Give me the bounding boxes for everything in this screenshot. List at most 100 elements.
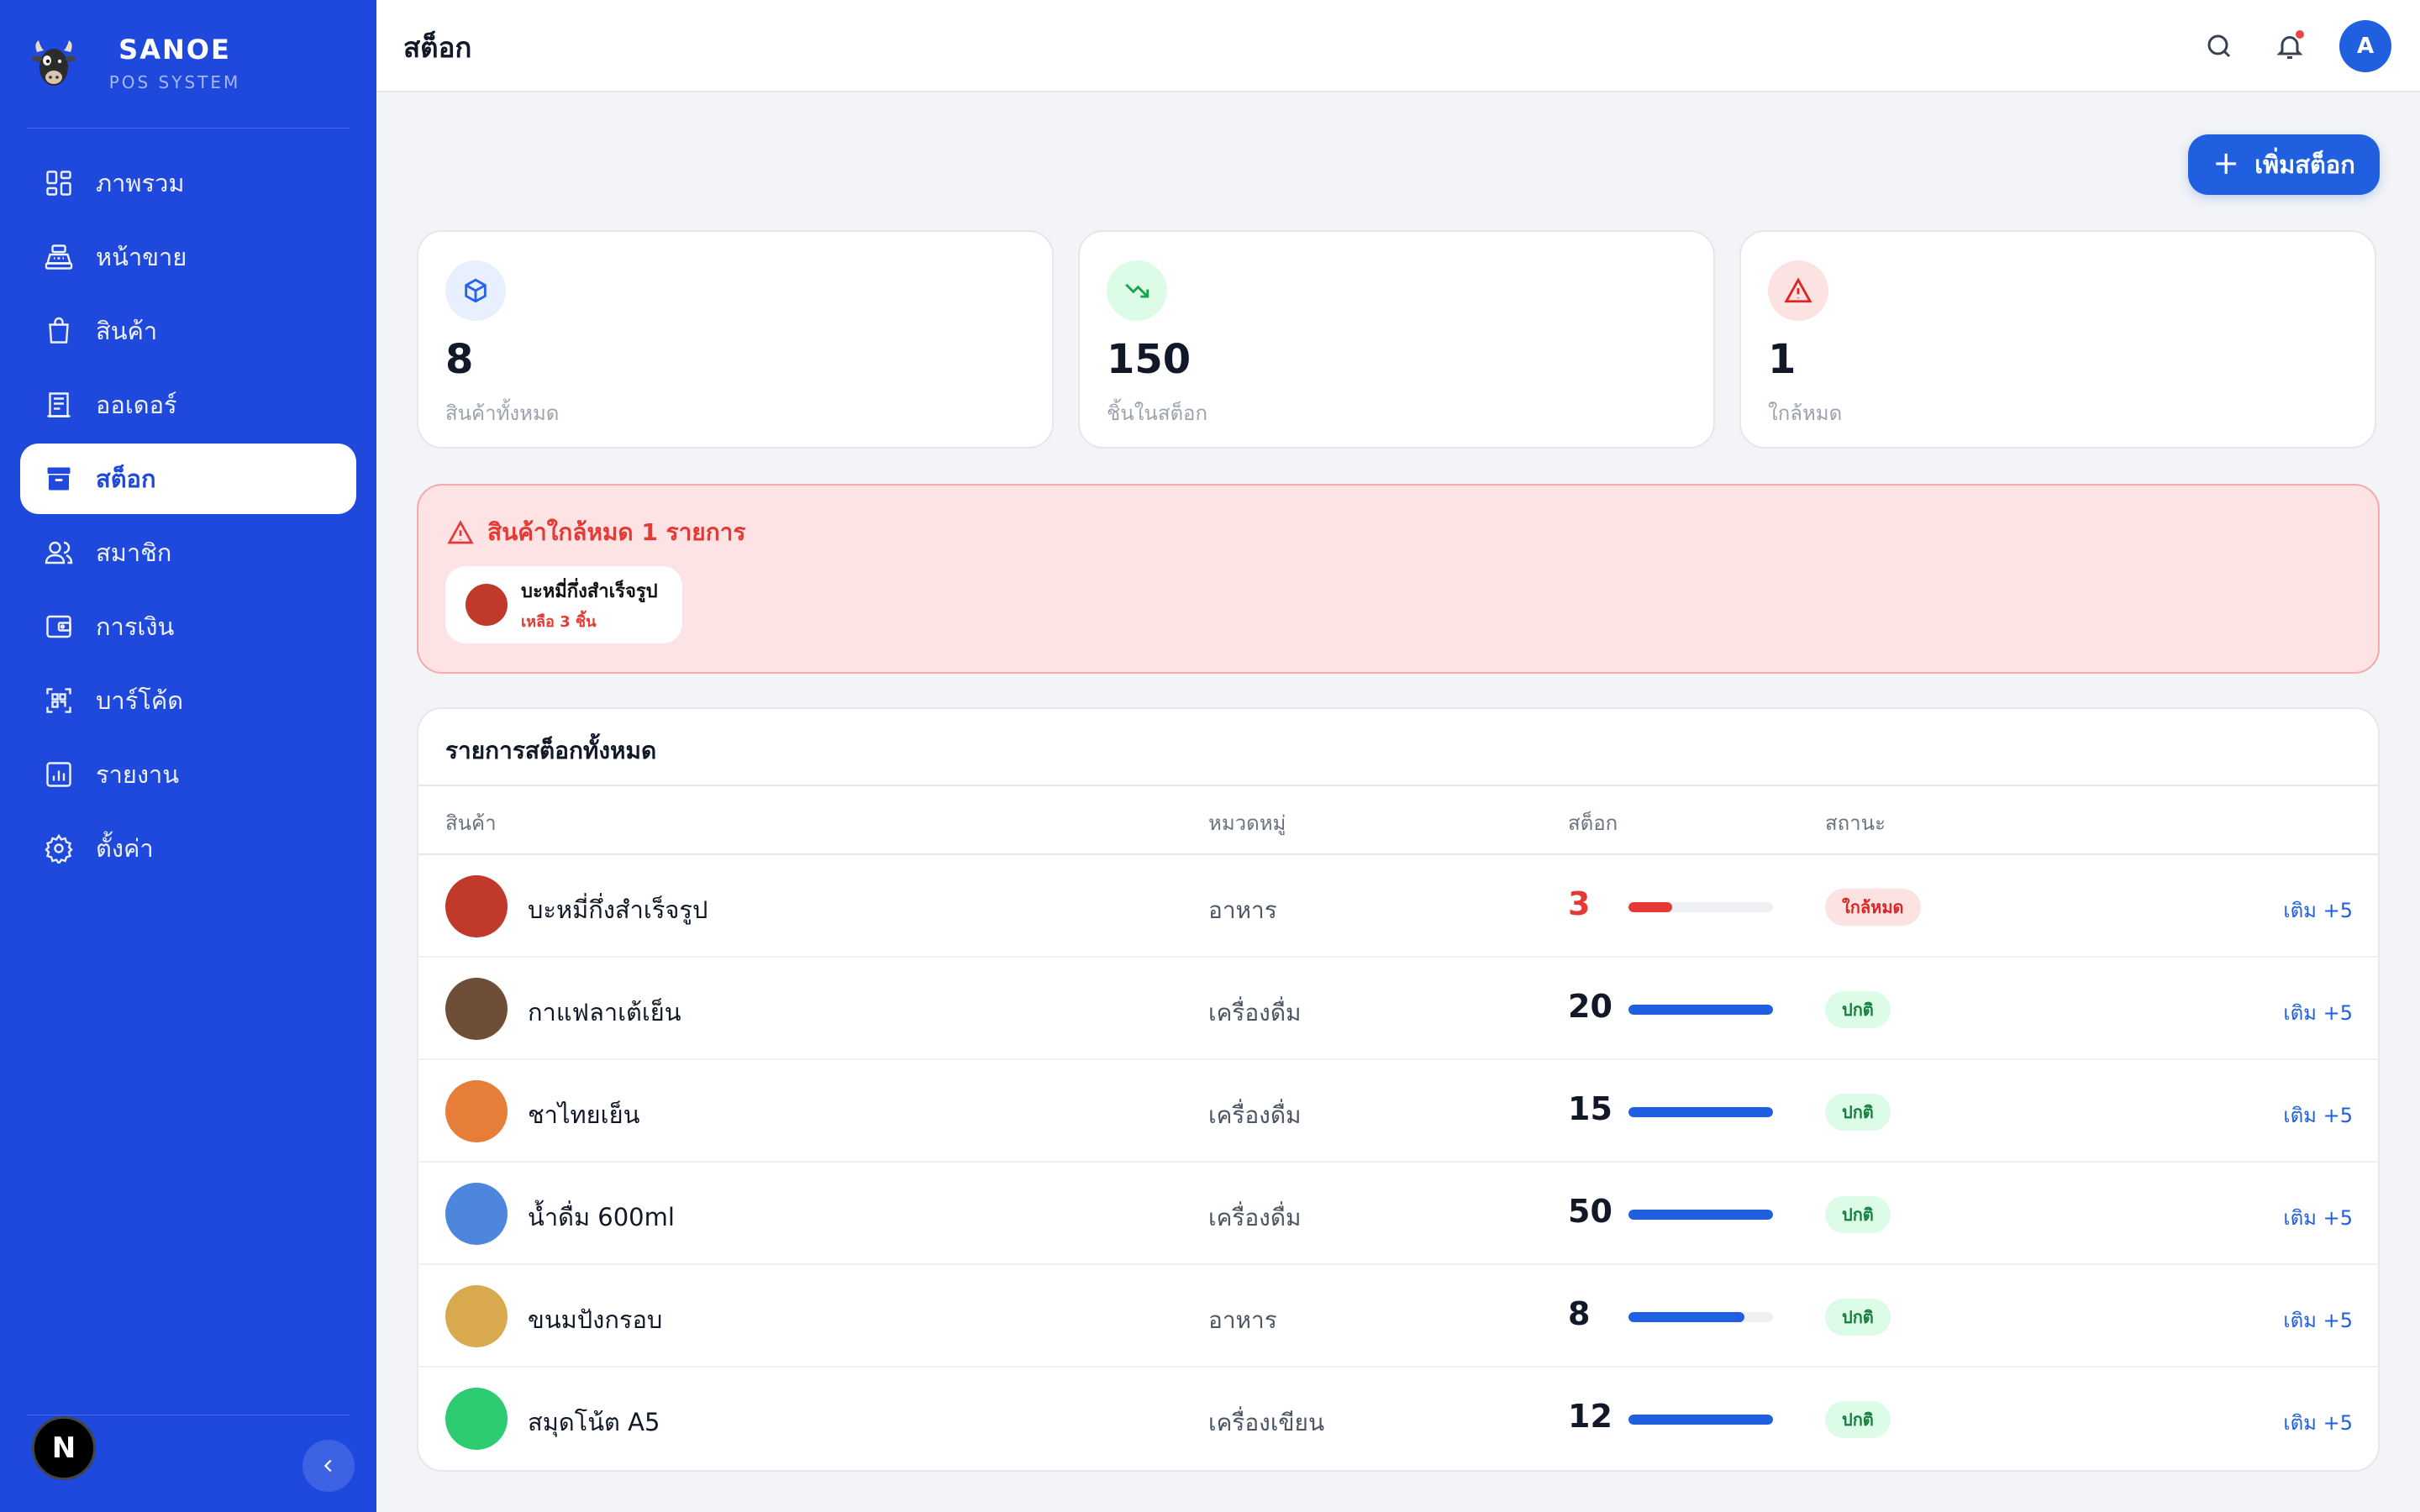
search-icon bbox=[2207, 34, 2231, 58]
search-button[interactable] bbox=[2202, 29, 2237, 64]
product-name: ขนมปังกรอบ bbox=[528, 1305, 663, 1334]
table-row: สมุดโน้ต A5 เครื่องเขียน 12 ปกติ เติม +5 bbox=[418, 1368, 2378, 1470]
product-color-dot bbox=[445, 875, 508, 937]
divider bbox=[27, 128, 350, 129]
add-stock-button[interactable]: + เพิ่มสต็อก bbox=[2188, 134, 2380, 195]
column-header-stock: สต็อก bbox=[1568, 811, 1618, 835]
stock-level-bar bbox=[1628, 1415, 1773, 1425]
column-header-category: หมวดหมู่ bbox=[1208, 811, 1286, 835]
cash-register-icon bbox=[42, 240, 76, 274]
sidebar-item-label: สมาชิก bbox=[96, 538, 172, 567]
product-category: อาหาร bbox=[1208, 1306, 1277, 1334]
sidebar-item-overview[interactable]: ภาพรวม bbox=[20, 148, 356, 218]
sidebar-item-label: รายงาน bbox=[96, 760, 180, 789]
product-color-dot bbox=[445, 1183, 508, 1245]
stock-quantity: 12 bbox=[1568, 1398, 1612, 1435]
product-category: เครื่องดื่ม bbox=[1208, 1101, 1302, 1129]
table-title: รายการสต็อกทั้งหมด bbox=[445, 737, 657, 764]
stock-level-bar bbox=[1628, 1005, 1773, 1015]
table-row: บะหมี่กึ่งสำเร็จรูป อาหาร 3 ใกล้หมด เติม +5 bbox=[418, 855, 2378, 958]
sidebar-item-label: สต็อก bbox=[96, 465, 156, 493]
sidebar-nav: ภาพรวม หน้าขาย สินค้า ออเดอร์ สต็อก bbox=[20, 148, 356, 887]
warning-icon bbox=[447, 520, 474, 544]
product-name: สมุดโน้ต A5 bbox=[528, 1408, 660, 1436]
sidebar-item-stock[interactable]: สต็อก bbox=[20, 444, 356, 514]
restock-button[interactable]: เติม +5 bbox=[2283, 1104, 2353, 1127]
product-name: ชาไทยเย็น bbox=[528, 1100, 640, 1129]
gear-icon bbox=[42, 832, 76, 865]
stat-card-low-stock: 1 ใกล้หมด bbox=[1739, 230, 2376, 449]
sidebar-item-settings[interactable]: ตั้งค่า bbox=[20, 813, 356, 884]
stock-level-fill bbox=[1628, 1312, 1744, 1322]
table-row: กาแฟลาเต้เย็น เครื่องดื่ม 20 ปกติ เติม +5 bbox=[418, 958, 2378, 1060]
stat-label: สินค้าทั้งหมด bbox=[445, 402, 560, 425]
sidebar-item-pos[interactable]: หน้าขาย bbox=[20, 222, 356, 292]
framework-badge[interactable]: N bbox=[32, 1416, 96, 1480]
sidebar-item-label: ตั้งค่า bbox=[96, 834, 154, 863]
restock-button[interactable]: เติม +5 bbox=[2283, 1001, 2353, 1025]
status-badge: ปกติ bbox=[1825, 991, 1891, 1028]
stat-value: 1 bbox=[1768, 336, 1797, 383]
collapse-sidebar-button[interactable] bbox=[302, 1440, 355, 1492]
sidebar-item-label: บาร์โค้ด bbox=[96, 686, 184, 715]
column-header-product: สินค้า bbox=[445, 811, 497, 835]
avatar[interactable]: A bbox=[2339, 20, 2391, 72]
restock-button[interactable]: เติม +5 bbox=[2283, 1411, 2353, 1435]
stock-level-fill bbox=[1628, 1107, 1773, 1117]
status-badge: ปกติ bbox=[1825, 1299, 1891, 1336]
product-color-dot bbox=[445, 1388, 508, 1450]
users-icon bbox=[42, 536, 76, 570]
product-color-dot bbox=[445, 1080, 508, 1142]
warning-icon bbox=[1768, 260, 1828, 321]
stock-level-bar bbox=[1628, 1107, 1773, 1117]
restock-button[interactable]: เติม +5 bbox=[2283, 899, 2353, 922]
chevron-left-icon bbox=[324, 1459, 332, 1473]
table-row: ขนมปังกรอบ อาหาร 8 ปกติ เติม +5 bbox=[418, 1265, 2378, 1368]
sidebar-item-finance[interactable]: การเงิน bbox=[20, 591, 356, 662]
status-badge: ปกติ bbox=[1825, 1196, 1891, 1233]
product-name: กาแฟลาเต้เย็น bbox=[528, 998, 681, 1026]
sidebar-item-label: ภาพรวม bbox=[96, 169, 185, 197]
sidebar-item-label: หน้าขาย bbox=[96, 243, 187, 271]
column-header-status: สถานะ bbox=[1825, 811, 1886, 835]
trending-down-icon bbox=[1107, 260, 1167, 321]
stock-quantity: 15 bbox=[1568, 1090, 1612, 1127]
stat-value: 8 bbox=[445, 336, 474, 383]
stat-label: ใกล้หมด bbox=[1768, 402, 1843, 425]
alert-title-text: สินค้าใกล้หมด 1 รายการ bbox=[487, 518, 746, 546]
status-badge: ใกล้หมด bbox=[1825, 889, 1921, 926]
brand[interactable]: SANOE POS SYSTEM bbox=[30, 30, 350, 129]
qr-code-icon bbox=[42, 684, 76, 717]
top-header: สต็อก A bbox=[376, 0, 2420, 92]
notifications-button[interactable] bbox=[2272, 29, 2307, 64]
brand-subtitle: POS SYSTEM bbox=[108, 72, 241, 92]
shopping-bag-icon bbox=[42, 314, 76, 348]
package-icon bbox=[445, 260, 506, 321]
sidebar-item-barcode[interactable]: บาร์โค้ด bbox=[20, 665, 356, 736]
sidebar: SANOE POS SYSTEM ภาพรวม หน้าขาย สินค้า bbox=[0, 0, 376, 1512]
sidebar-item-products[interactable]: สินค้า bbox=[20, 296, 356, 366]
restock-button[interactable]: เติม +5 bbox=[2283, 1309, 2353, 1332]
stock-table-card: รายการสต็อกทั้งหมด สินค้า หมวดหมู่ สต็อก… bbox=[417, 707, 2380, 1472]
low-stock-item-name: บะหมี่กึ่งสำเร็จรูป bbox=[521, 581, 658, 602]
page-title: สต็อก bbox=[403, 31, 472, 64]
low-stock-item-chip[interactable]: บะหมี่กึ่งสำเร็จรูป เหลือ 3 ชิ้น bbox=[445, 566, 682, 643]
sidebar-item-orders[interactable]: ออเดอร์ bbox=[20, 370, 356, 440]
stock-level-fill bbox=[1628, 902, 1672, 912]
stat-label: ชิ้นในสต็อก bbox=[1107, 402, 1207, 425]
dashboard-icon bbox=[42, 166, 76, 200]
stock-quantity: 50 bbox=[1568, 1193, 1612, 1230]
product-color-dot bbox=[445, 978, 508, 1040]
divider bbox=[418, 785, 2378, 786]
sidebar-item-reports[interactable]: รายงาน bbox=[20, 739, 356, 810]
receipt-icon bbox=[42, 388, 76, 422]
product-category: เครื่องเขียน bbox=[1208, 1409, 1325, 1436]
restock-button[interactable]: เติม +5 bbox=[2283, 1206, 2353, 1230]
stock-level-fill bbox=[1628, 1005, 1773, 1015]
stat-value: 150 bbox=[1107, 336, 1192, 383]
stat-card-units-in-stock: 150 ชิ้นในสต็อก bbox=[1078, 230, 1715, 449]
sidebar-item-members[interactable]: สมาชิก bbox=[20, 517, 356, 588]
sidebar-item-label: ออเดอร์ bbox=[96, 391, 177, 419]
alert-title: สินค้าใกล้หมด 1 รายการ bbox=[447, 514, 745, 551]
plus-icon: + bbox=[2212, 144, 2240, 181]
